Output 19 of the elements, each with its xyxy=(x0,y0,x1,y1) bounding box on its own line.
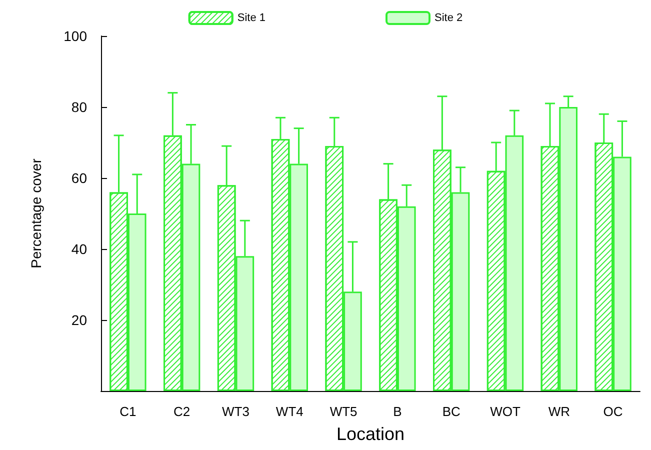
x-tick-label: BC xyxy=(442,404,460,419)
x-tick-label: WT4 xyxy=(276,404,304,419)
x-tick-label: WR xyxy=(548,404,570,419)
y-tick-label: 20 xyxy=(71,312,88,328)
x-tick-label: C2 xyxy=(174,404,190,419)
x-axis-title: Location xyxy=(336,424,405,444)
legend-label: Site 1 xyxy=(237,12,266,24)
legend-label: Site 2 xyxy=(434,12,463,24)
y-tick-label: 100 xyxy=(64,28,88,44)
y-tick-label: 40 xyxy=(71,241,88,257)
y-axis-title: Percentage cover xyxy=(28,158,44,268)
x-tick-label: C1 xyxy=(120,404,136,419)
y-tick-label: 80 xyxy=(71,99,88,115)
x-tick-label: WOT xyxy=(490,404,520,419)
x-tick-label: OC xyxy=(603,404,623,419)
x-tick-label: WT5 xyxy=(330,404,358,419)
x-tick-label: WT3 xyxy=(222,404,250,419)
x-tick-label: B xyxy=(393,404,402,419)
y-tick-label: 60 xyxy=(71,170,88,186)
